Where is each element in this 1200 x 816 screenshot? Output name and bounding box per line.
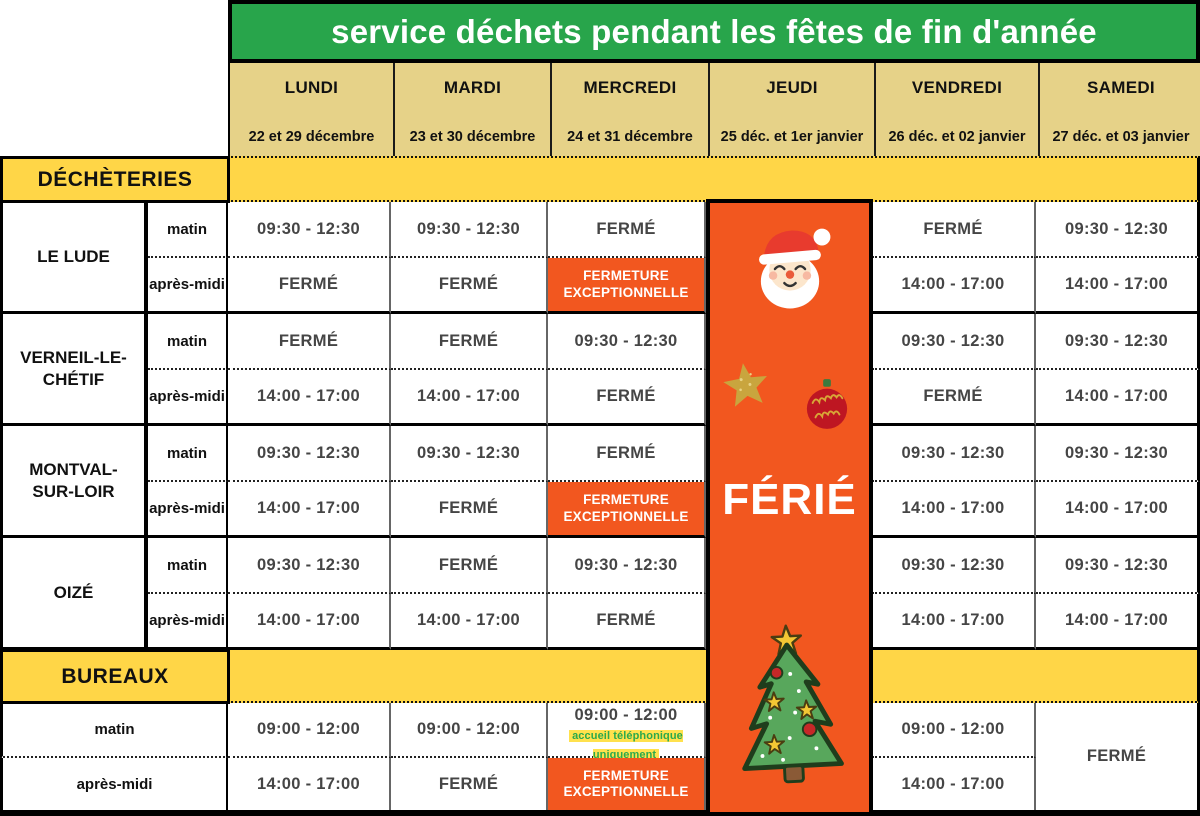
period-label-apres-midi: après-midi xyxy=(148,482,228,538)
schedule-cell: 09:00 - 12:00 xyxy=(228,703,391,758)
period-label-matin: matin xyxy=(0,703,228,758)
schedule-cell: FERMÉ xyxy=(391,258,548,314)
section-title-bureaux: BUREAUX xyxy=(0,649,230,704)
schedule-cell-fermeture: FERMETURE EXCEPTIONNELLE xyxy=(548,482,706,538)
schedule-cell-fermeture: FERMETURE EXCEPTIONNELLE xyxy=(548,758,706,810)
day-header-mercredi: MERCREDI 24 et 31 décembre xyxy=(550,63,708,156)
period-label-apres-midi: après-midi xyxy=(0,758,228,810)
schedule-cell: FERMÉ xyxy=(391,482,548,538)
schedule-cell: 09:00 - 12:00 xyxy=(872,703,1036,758)
period-label-matin: matin xyxy=(148,202,228,258)
schedule-cell: 09:30 - 12:30 xyxy=(228,538,391,594)
ferie-label: FÉRIÉ xyxy=(722,475,857,524)
schedule-cell: 14:00 - 17:00 xyxy=(1036,594,1200,650)
day-header-vendredi: VENDREDI 26 déc. et 02 janvier xyxy=(874,63,1038,156)
period-label-apres-midi: après-midi xyxy=(148,258,228,314)
schedule-cell: 09:30 - 12:30 xyxy=(872,426,1036,482)
period-label-apres-midi: après-midi xyxy=(148,370,228,426)
schedule-cell: 14:00 - 17:00 xyxy=(872,594,1036,650)
schedule-cell: 09:30 - 12:30 xyxy=(228,426,391,482)
schedule-cell: 09:30 - 12:30 xyxy=(228,202,391,258)
day-header-row: LUNDI 22 et 29 décembre MARDI 23 et 30 d… xyxy=(228,63,1200,156)
schedule-cell: FERMÉ xyxy=(391,314,548,370)
schedule-cell: 09:30 - 12:30 xyxy=(1036,202,1200,258)
page-title: service déchets pendant les fêtes de fin… xyxy=(331,12,1097,50)
bauble-icon xyxy=(806,379,848,429)
schedule-cell: FERMÉ xyxy=(872,202,1036,258)
schedule-cell: FERMÉ xyxy=(548,202,706,258)
gold-star-icon xyxy=(723,363,767,407)
schedule-cell: FERMÉ xyxy=(548,370,706,426)
bureaux-table: matin 09:00 - 12:00 09:00 - 12:00 09:00 … xyxy=(0,703,1200,810)
schedule-cell: 14:00 - 17:00 xyxy=(872,482,1036,538)
site-name-montval: MONTVAL-SUR-LOIR xyxy=(0,426,148,538)
schedule-cell: FERMÉ xyxy=(391,758,548,810)
day-header-lundi: LUNDI 22 et 29 décembre xyxy=(230,63,393,156)
day-header-samedi: SAMEDI 27 déc. et 03 janvier xyxy=(1038,63,1200,156)
schedule-cell: 09:30 - 12:30 xyxy=(1036,314,1200,370)
schedule-cell: 14:00 - 17:00 xyxy=(872,258,1036,314)
schedule-cell: 09:30 - 12:30 xyxy=(1036,538,1200,594)
schedule-cell: 09:30 - 12:30 xyxy=(872,538,1036,594)
schedule-cell: 14:00 - 17:00 xyxy=(228,370,391,426)
schedule-cell: 09:30 - 12:30 xyxy=(548,314,706,370)
schedule-cell: 09:30 - 12:30 xyxy=(391,426,548,482)
banner: service déchets pendant les fêtes de fin… xyxy=(228,0,1200,63)
schedule-cell: 14:00 - 17:00 xyxy=(872,758,1036,810)
period-label-apres-midi: après-midi xyxy=(148,594,228,650)
schedule-cell: 14:00 - 17:00 xyxy=(1036,370,1200,426)
schedule-cell: 14:00 - 17:00 xyxy=(391,594,548,650)
schedule-cell-with-note: 09:00 - 12:00 accueil téléphonique uniqu… xyxy=(548,703,706,761)
bottom-border xyxy=(0,810,1200,816)
period-label-matin: matin xyxy=(148,426,228,482)
christmas-tree-icon xyxy=(741,624,844,784)
schedule-cell: 09:30 - 12:30 xyxy=(391,202,548,258)
ferie-column: FÉRIÉ xyxy=(706,199,873,816)
santa-icon xyxy=(758,228,830,309)
schedule-cell: 09:30 - 12:30 xyxy=(548,538,706,594)
schedule-cell: 14:00 - 17:00 xyxy=(228,758,391,810)
schedule-cell: 09:30 - 12:30 xyxy=(1036,426,1200,482)
schedule-cell: 09:00 - 12:00 xyxy=(391,703,548,758)
schedule-cell: 14:00 - 17:00 xyxy=(228,482,391,538)
schedule-cell: FERMÉ xyxy=(228,258,391,314)
schedule-cell: 14:00 - 17:00 xyxy=(1036,258,1200,314)
dechetteries-table: LE LUDE matin 09:30 - 12:30 09:30 - 12:3… xyxy=(0,202,1200,650)
dechetteries-band xyxy=(228,156,1200,202)
section-title-dechetteries: DÉCHÈTERIES xyxy=(0,156,230,203)
schedule-cell: FERMÉ xyxy=(548,426,706,482)
schedule-cell: FERMÉ xyxy=(391,538,548,594)
period-label-matin: matin xyxy=(148,314,228,370)
day-header-jeudi: JEUDI 25 déc. et 1er janvier xyxy=(708,63,874,156)
schedule-time: 09:00 - 12:00 xyxy=(574,706,678,724)
site-name-le-lude: LE LUDE xyxy=(0,202,148,314)
day-header-mardi: MARDI 23 et 30 décembre xyxy=(393,63,550,156)
schedule-cell: 09:30 - 12:30 xyxy=(872,314,1036,370)
site-name-verneil: VERNEIL-LE-CHÉTIF xyxy=(0,314,148,426)
schedule-cell: 14:00 - 17:00 xyxy=(228,594,391,650)
schedule-cell-samedi-merged: FERMÉ xyxy=(1036,703,1200,810)
site-name-oize: OIZÉ xyxy=(0,538,148,650)
schedule-cell: FERMÉ xyxy=(228,314,391,370)
schedule-cell-fermeture: FERMETURE EXCEPTIONNELLE xyxy=(548,258,706,314)
schedule-cell: 14:00 - 17:00 xyxy=(391,370,548,426)
period-label-matin: matin xyxy=(148,538,228,594)
schedule-cell: FERMÉ xyxy=(872,370,1036,426)
schedule-cell: 14:00 - 17:00 xyxy=(1036,482,1200,538)
schedule-cell: FERMÉ xyxy=(548,594,706,650)
